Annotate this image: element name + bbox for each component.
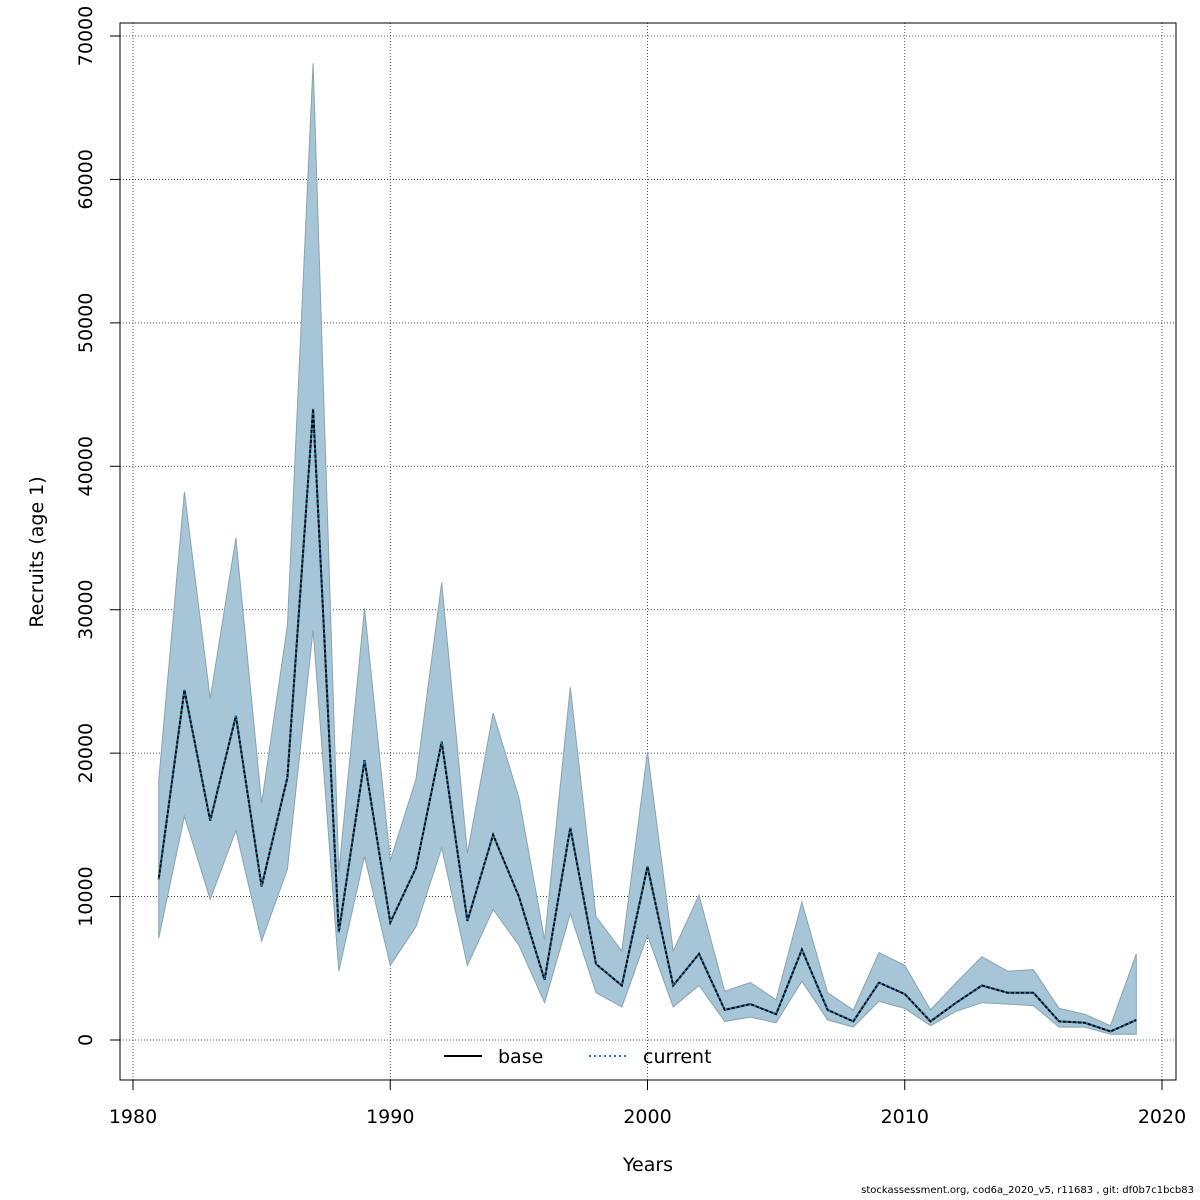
legend: base current (444, 1046, 712, 1068)
y-tick-label: 70000 (75, 6, 97, 66)
confidence-band (158, 63, 1137, 1035)
y-tick-label: 20000 (75, 723, 97, 783)
x-axis-label: Years (622, 1154, 673, 1176)
x-tick-label: 1990 (366, 1106, 414, 1128)
legend-label-current: current (643, 1046, 712, 1068)
x-tick-label: 1980 (109, 1106, 157, 1128)
y-tick-label: 30000 (75, 579, 97, 639)
y-tick-label: 10000 (75, 866, 97, 926)
x-axis: 1980 1990 2000 2010 2020 (109, 1079, 1186, 1128)
y-tick-label: 60000 (75, 149, 97, 209)
y-tick-label: 0 (75, 1034, 97, 1046)
footer-credit: stockassessment.org, cod6a_2020_v5, r116… (861, 1185, 1194, 1196)
x-tick-label: 2020 (1138, 1106, 1186, 1128)
series-line-current (157, 408, 1137, 1033)
legend-label-base: base (498, 1046, 543, 1068)
y-axis-label: Recruits (age 1) (26, 476, 48, 627)
x-tick-label: 2000 (623, 1106, 671, 1128)
x-tick-label: 2010 (881, 1106, 929, 1128)
y-axis: 0 10000 20000 30000 40000 50000 60000 70000 (75, 6, 121, 1046)
y-tick-label: 40000 (75, 436, 97, 496)
y-tick-label: 50000 (75, 293, 97, 353)
